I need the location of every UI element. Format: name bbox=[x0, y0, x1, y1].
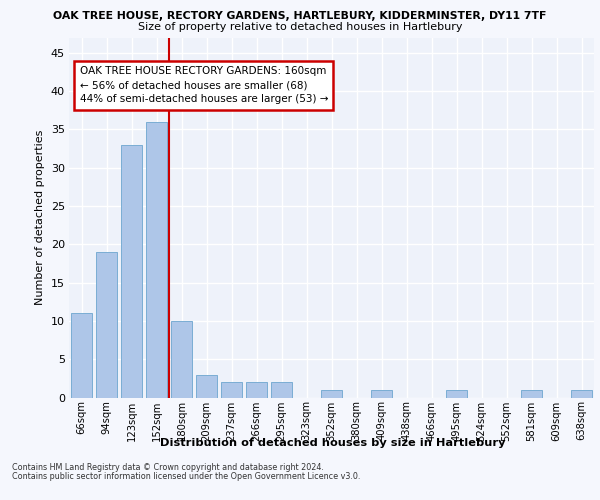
Text: Contains public sector information licensed under the Open Government Licence v3: Contains public sector information licen… bbox=[12, 472, 361, 481]
Y-axis label: Number of detached properties: Number of detached properties bbox=[35, 130, 45, 305]
Bar bbox=[271, 382, 292, 398]
Text: OAK TREE HOUSE RECTORY GARDENS: 160sqm
← 56% of detached houses are smaller (68): OAK TREE HOUSE RECTORY GARDENS: 160sqm ←… bbox=[79, 66, 328, 104]
Text: Size of property relative to detached houses in Hartlebury: Size of property relative to detached ho… bbox=[138, 22, 462, 32]
Bar bbox=[196, 374, 217, 398]
Bar bbox=[371, 390, 392, 398]
Bar bbox=[321, 390, 342, 398]
Bar bbox=[171, 321, 192, 398]
Bar bbox=[246, 382, 267, 398]
Bar bbox=[571, 390, 592, 398]
Text: OAK TREE HOUSE, RECTORY GARDENS, HARTLEBURY, KIDDERMINSTER, DY11 7TF: OAK TREE HOUSE, RECTORY GARDENS, HARTLEB… bbox=[53, 11, 547, 21]
Text: Distribution of detached houses by size in Hartlebury: Distribution of detached houses by size … bbox=[160, 438, 506, 448]
Bar bbox=[146, 122, 167, 398]
Bar bbox=[446, 390, 467, 398]
Bar bbox=[221, 382, 242, 398]
Bar bbox=[71, 313, 92, 398]
Text: Contains HM Land Registry data © Crown copyright and database right 2024.: Contains HM Land Registry data © Crown c… bbox=[12, 462, 324, 471]
Bar bbox=[521, 390, 542, 398]
Bar bbox=[121, 144, 142, 398]
Bar bbox=[96, 252, 117, 398]
